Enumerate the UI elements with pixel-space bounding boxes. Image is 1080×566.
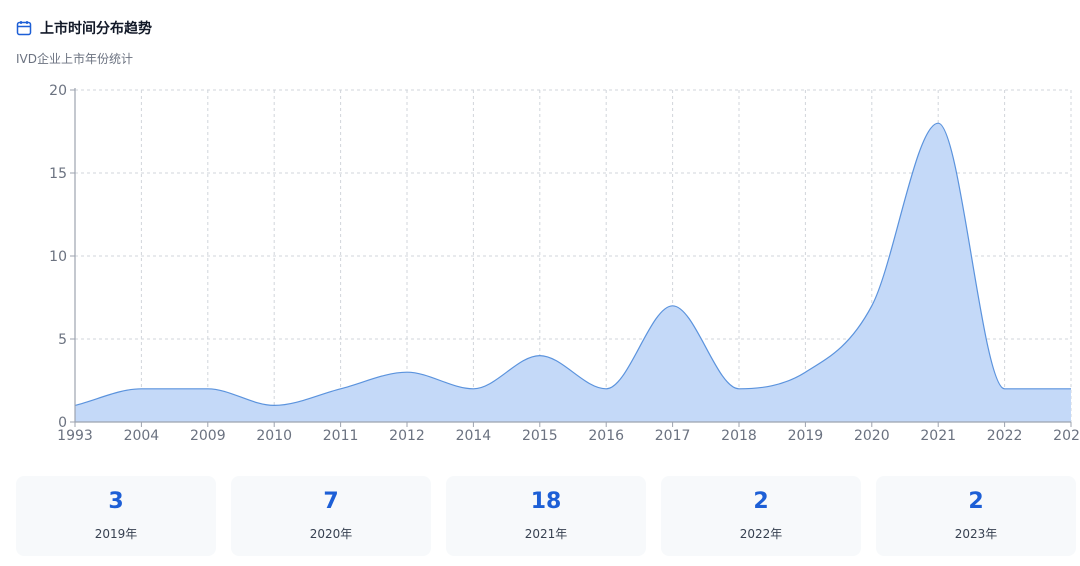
x-tick-label: 2009	[190, 428, 226, 444]
x-tick-label: 1993	[57, 428, 93, 444]
stat-cards: 3 2019年 7 2020年 18 2021年 2 2022年 2 2023年	[16, 476, 1076, 556]
series-area	[75, 123, 1071, 422]
y-tick-label: 0	[58, 415, 67, 431]
x-tick-label: 2018	[721, 428, 757, 444]
stat-value: 2	[968, 488, 984, 514]
stat-label: 2023年	[954, 526, 998, 541]
y-tick-label: 5	[58, 332, 67, 348]
y-tick-label: 10	[49, 249, 67, 265]
stat-card: 2 2022年	[661, 476, 861, 556]
area-chart: 0 5 10 15 20 1993 2004 2009 2010 2011 2012 2014 2015…	[49, 83, 1080, 444]
calendar-icon	[16, 20, 32, 36]
page-title: 上市时间分布趋势	[40, 21, 152, 37]
stat-label: 2021年	[524, 526, 568, 541]
x-tick-label: 2020	[854, 428, 890, 444]
stat-value: 7	[323, 488, 339, 514]
x-tick-label: 2023	[1053, 428, 1080, 444]
series-line	[74, 122, 1071, 407]
y-tick-label: 20	[49, 83, 67, 99]
x-tick-label: 2021	[920, 428, 956, 444]
x-tick-label: 2004	[124, 428, 160, 444]
x-tick-label: 2017	[655, 428, 691, 444]
page-subtitle: IVD企业上市年份统计	[16, 52, 133, 66]
stat-value: 2	[753, 488, 769, 514]
x-tick-label: 2016	[588, 428, 624, 444]
title-row: 上市时间分布趋势	[16, 18, 152, 38]
x-tick-label: 2011	[323, 428, 359, 444]
x-tick-label: 2015	[522, 428, 558, 444]
stat-card: 18 2021年	[446, 476, 646, 556]
chart-header: 上市时间分布趋势 IVD企业上市年份统计	[16, 18, 152, 67]
stat-card: 3 2019年	[16, 476, 216, 556]
stat-card: 7 2020年	[231, 476, 431, 556]
x-tick-label: 2012	[389, 428, 425, 444]
stat-value: 3	[108, 488, 124, 514]
x-tick-label: 2019	[788, 428, 824, 444]
stat-label: 2022年	[739, 526, 783, 541]
x-tick-label: 2022	[987, 428, 1023, 444]
y-tick-label: 15	[49, 166, 67, 182]
stat-label: 2020年	[309, 526, 353, 541]
x-tick-label: 2014	[456, 428, 492, 444]
stat-card: 2 2023年	[876, 476, 1076, 556]
stat-value: 18	[530, 488, 562, 514]
x-tick-label: 2010	[256, 428, 292, 444]
stat-label: 2019年	[94, 526, 138, 541]
